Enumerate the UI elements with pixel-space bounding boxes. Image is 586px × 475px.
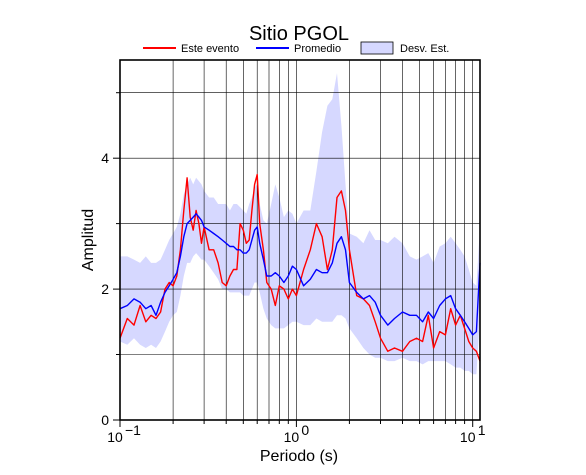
y-axis-label: Amplitud xyxy=(80,209,97,271)
grid-layer xyxy=(120,60,480,420)
x-tick-label: 10 xyxy=(107,429,123,445)
x-tick-label-exponent: 1 xyxy=(478,422,486,438)
legend-swatch-desv-est xyxy=(360,41,394,55)
x-tick-label: 10 xyxy=(460,429,476,445)
series-line-promedio xyxy=(119,213,481,336)
y-tick-label: 4 xyxy=(101,150,109,166)
chart-title: Sitio PGOL xyxy=(249,23,349,45)
x-tick-label-exponent: −1 xyxy=(125,422,141,438)
legend-label-promedio: Promedio xyxy=(294,43,341,55)
y-tick-label: 0 xyxy=(101,412,109,428)
legend: Este evento Promedio Desv. Est. xyxy=(143,41,449,55)
x-tick-label-exponent: 0 xyxy=(301,422,309,438)
x-tick-label: 10 xyxy=(284,429,300,445)
series-line-este-evento xyxy=(119,173,481,362)
x-axis-label: Periodo (s) xyxy=(260,448,338,465)
plot-frame xyxy=(119,59,481,421)
legend-label-desv-est: Desv. Est. xyxy=(400,43,449,55)
legend-label-este-evento: Este evento xyxy=(181,43,239,55)
y-tick-label: 2 xyxy=(101,281,109,297)
series-layer xyxy=(119,173,481,362)
